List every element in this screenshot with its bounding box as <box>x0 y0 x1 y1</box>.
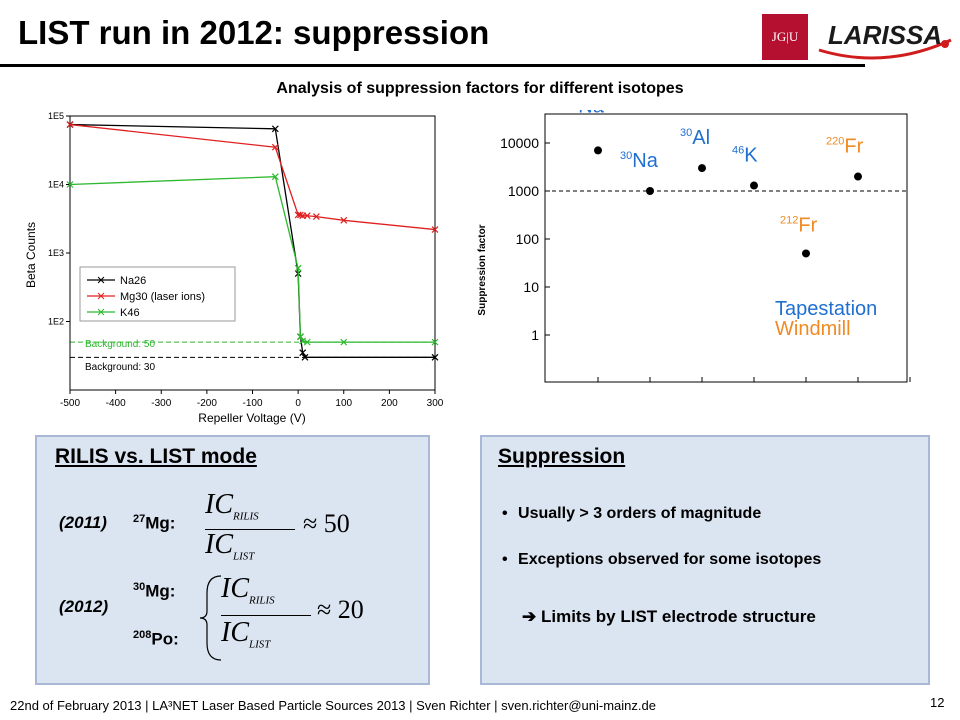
legend-tapestation: Tapestation <box>775 298 877 320</box>
y-tick-label: 10000 <box>500 135 539 151</box>
fraction-bar <box>205 529 295 530</box>
x-tick-label: -400 <box>106 398 126 409</box>
data-point <box>271 143 279 151</box>
data-point <box>431 353 439 361</box>
legend-marker <box>97 292 105 300</box>
x-tick-label: 100 <box>335 398 352 409</box>
panel-heading: RILIS vs. LIST mode <box>55 445 257 468</box>
suppression-chart: 1 10 100 1000 10000 26Na 30Na 30Al 46K 212Fr 220F… <box>477 110 911 383</box>
isotope-label: 26Na <box>566 110 605 117</box>
rilis-vs-list-panel: RILIS vs. LIST mode (2011) 27Mg: ICRILIS… <box>35 435 430 685</box>
isotope-mg30: 30Mg: <box>133 581 176 601</box>
x-tick-label: 200 <box>381 398 398 409</box>
data-point <box>802 249 810 258</box>
slide-title: LIST run in 2012: suppression <box>18 14 490 51</box>
data-point <box>296 211 304 219</box>
page-number: 12 <box>930 695 945 710</box>
legend-marker <box>97 308 105 316</box>
x-tick-label: 0 <box>295 398 301 409</box>
beta-counts-chart: -500 -400 -300 -200 -100 0 100 200 300 1E2 1E3 1E4 1… <box>25 111 444 425</box>
legend-marker <box>97 276 105 284</box>
data-point <box>340 216 348 224</box>
conclusion: ➔ Limits by LIST electrode structure <box>522 607 816 626</box>
legend-windmill: Windmill <box>775 318 851 340</box>
legend-label: K46 <box>120 307 140 319</box>
ratio-2012-denominator: ICLIST <box>221 617 271 651</box>
isotope-label: 30Al <box>680 127 710 149</box>
data-point <box>66 181 74 188</box>
y-tick-label: 10 <box>523 279 539 295</box>
x-axis-label: Repeller Voltage (V) <box>198 411 305 425</box>
ratio-2011-value: ≈ 50 <box>303 509 350 538</box>
ratio-2011-numerator: ICRILIS <box>205 489 259 523</box>
x-tick-label: -500 <box>60 398 80 409</box>
panel-heading: Suppression <box>498 445 626 468</box>
data-point <box>303 212 311 220</box>
data-point <box>594 146 602 155</box>
year-2012: (2012) <box>59 597 109 616</box>
y-tick-label: 1E4 <box>48 180 64 190</box>
x-tick-label: -200 <box>197 398 217 409</box>
data-point <box>431 226 439 233</box>
footer-text: 22nd of February 2013 | LA³NET Laser Bas… <box>10 698 656 713</box>
y-tick-label: 1 <box>531 327 539 343</box>
data-point <box>698 164 706 173</box>
series-line <box>69 123 435 358</box>
bullet-item: • Usually > 3 orders of magnitude <box>502 505 762 522</box>
ratio-2011-denominator: ICLIST <box>205 529 255 563</box>
x-tick-label: -300 <box>151 398 171 409</box>
legend-label: Mg30 (laser ions) <box>120 291 205 303</box>
data-point <box>294 264 302 272</box>
suppression-panel: Suppression • Usually > 3 orders of magn… <box>480 435 930 685</box>
data-point <box>431 338 439 346</box>
larissa-logo: LARISSA <box>818 20 952 60</box>
series-line <box>69 176 435 343</box>
plot-frame <box>544 113 908 383</box>
title-rule <box>0 64 865 67</box>
left-brace <box>199 575 222 661</box>
x-tick-label: -100 <box>242 398 262 409</box>
bullet-item: • Exceptions observed for some isotopes <box>502 551 822 568</box>
y-tick-label: 1E5 <box>48 111 64 121</box>
x-tick-label: 300 <box>427 398 444 409</box>
data-point <box>299 349 307 357</box>
legend-label: Na26 <box>120 275 146 287</box>
y-tick-label: 1E2 <box>48 317 64 327</box>
data-point <box>340 338 348 346</box>
jgu-logo: JG|U <box>762 14 808 60</box>
data-point <box>646 187 654 195</box>
data-point <box>66 121 74 128</box>
arrow-right-icon: ➔ <box>522 607 537 626</box>
data-point <box>854 172 862 181</box>
ratio-2012-numerator: ICRILIS <box>221 573 275 607</box>
isotope-label: 46K <box>732 145 758 167</box>
background-50-label: Background: 50 <box>85 339 155 350</box>
svg-text:LARISSA: LARISSA <box>828 20 942 50</box>
data-point <box>301 353 309 361</box>
y-axis-label: Beta Counts <box>25 222 38 288</box>
isotope-mg27: 27Mg: <box>133 513 176 533</box>
year-2011: (2011) <box>59 513 107 532</box>
data-point <box>750 181 758 190</box>
fraction-bar <box>221 615 311 616</box>
y-tick-label: 100 <box>516 231 540 247</box>
data-point <box>271 125 279 133</box>
isotope-label: 212Fr <box>780 214 818 236</box>
data-point <box>303 338 311 346</box>
chart-subtitle: Analysis of suppression factors for diff… <box>276 80 684 97</box>
y-axis-label: Suppression factor <box>477 224 488 315</box>
data-point <box>312 213 320 221</box>
isotope-po208: 208Po: <box>133 629 179 649</box>
y-tick-label: 1E3 <box>48 248 64 258</box>
ratio-2012-value: ≈ 20 <box>317 595 364 624</box>
y-tick-label: 1000 <box>508 183 539 199</box>
background-30-label: Background: 30 <box>85 362 155 373</box>
data-point <box>296 333 304 341</box>
data-point <box>271 173 279 181</box>
isotope-label: 220Fr <box>826 136 864 158</box>
isotope-label: 30Na <box>620 150 659 172</box>
